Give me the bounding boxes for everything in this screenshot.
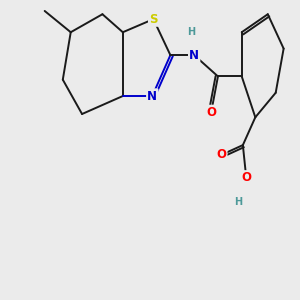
Text: H: H bbox=[234, 197, 242, 207]
Text: O: O bbox=[206, 106, 216, 119]
Text: O: O bbox=[241, 171, 251, 184]
Text: N: N bbox=[189, 49, 199, 62]
Text: O: O bbox=[216, 148, 226, 161]
Text: H: H bbox=[187, 27, 195, 37]
Text: S: S bbox=[149, 13, 158, 26]
Text: N: N bbox=[147, 89, 157, 103]
